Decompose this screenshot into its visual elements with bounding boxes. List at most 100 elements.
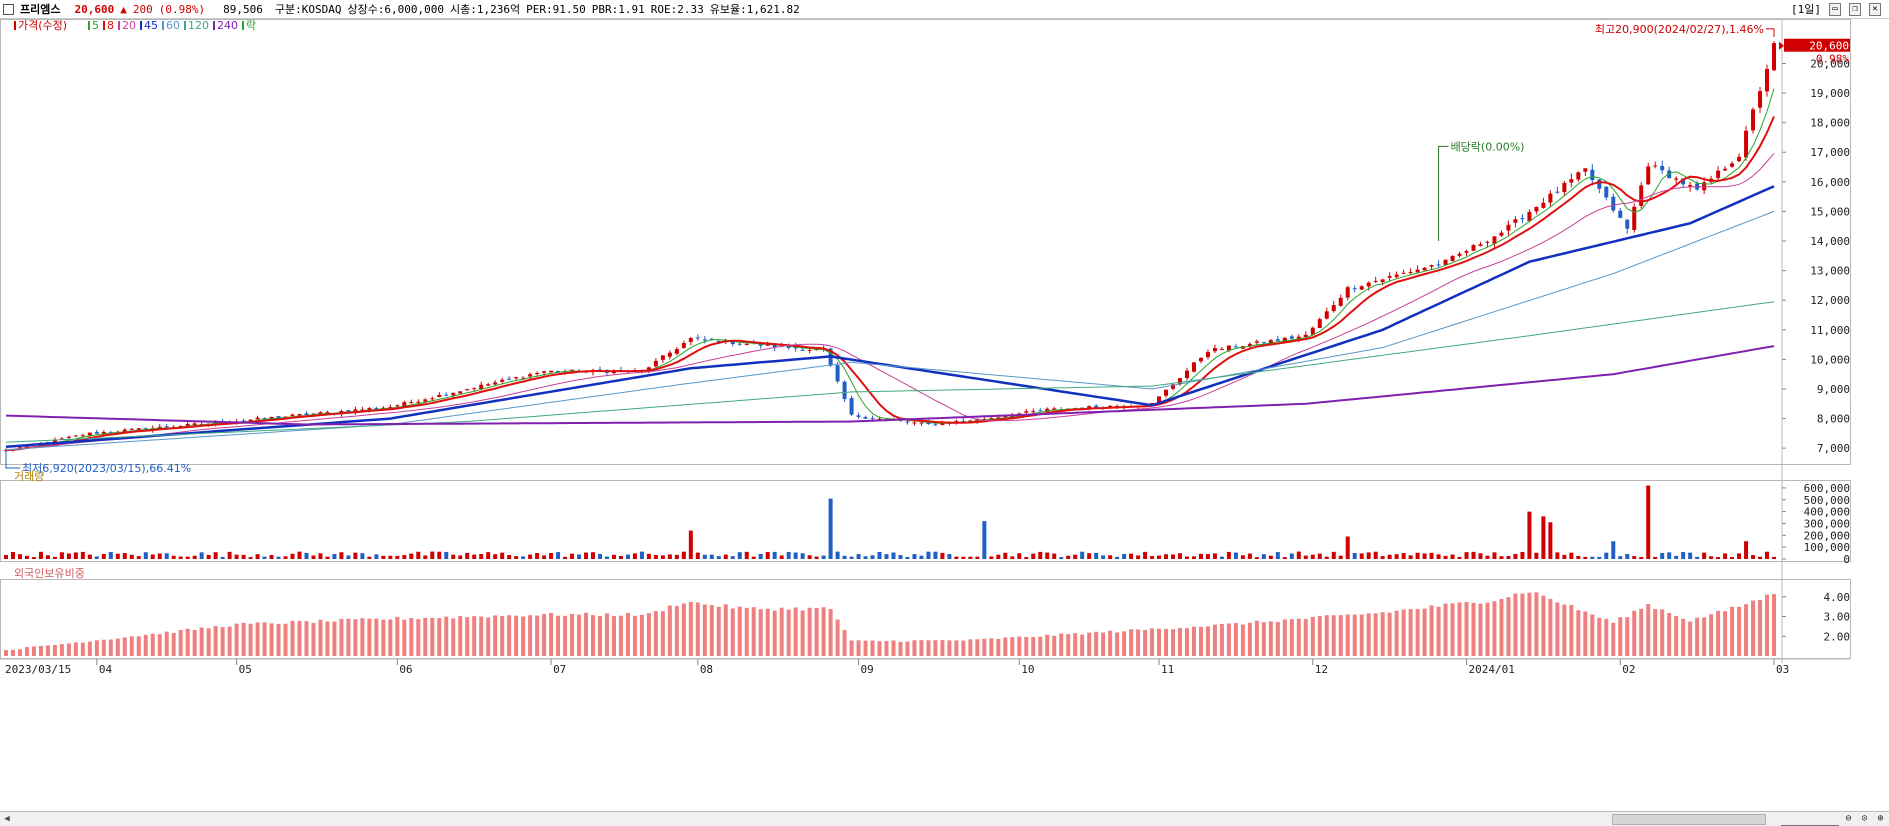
candle-body <box>409 402 414 404</box>
candle-body <box>870 418 875 420</box>
volume-bar <box>975 556 980 559</box>
volume-bar <box>339 552 344 559</box>
volume-bar <box>409 553 414 559</box>
close-icon[interactable]: ✕ <box>1869 2 1881 16</box>
volume-bar <box>688 530 693 559</box>
volume-bar <box>1282 557 1287 559</box>
foreign-bar <box>933 640 938 656</box>
candle-body <box>1569 179 1574 183</box>
volume-bar <box>667 554 672 559</box>
foreign-bar <box>688 601 693 656</box>
foreign-bar <box>1394 610 1399 656</box>
foreign-tick-label: 3.00 <box>1824 611 1851 624</box>
volume-bar <box>793 552 798 559</box>
volume-bar <box>472 554 477 559</box>
volume-axis: 0100,000200,000300,000400,000500,000600,… <box>1782 482 1850 566</box>
foreign-bar <box>87 641 92 656</box>
foreign-bar <box>828 609 833 656</box>
candle-body <box>1184 370 1189 379</box>
candle-body <box>129 428 134 430</box>
candle-body <box>374 408 379 410</box>
scroll-thumb[interactable] <box>1612 814 1766 825</box>
stock-chart[interactable]: 7,000 8,000 9,000 10,000 11,000 12,000 13,000 1… <box>0 19 1889 812</box>
zoom-reset-icon[interactable]: ⊙ <box>1861 813 1868 824</box>
period-selector[interactable]: [1일] <box>1791 3 1821 16</box>
foreign-bar <box>1541 595 1546 656</box>
foreign-bar <box>1604 618 1609 656</box>
foreign-bar <box>1653 609 1658 656</box>
volume-bar <box>1695 556 1700 559</box>
legend-swatch-3 <box>118 21 120 30</box>
volume-bar <box>1178 553 1183 559</box>
foreign-bar <box>1233 623 1238 656</box>
price-tick-label: 14,000 <box>1810 235 1850 248</box>
zoom-in-icon[interactable]: ⊕ <box>1877 813 1884 824</box>
scroll-left-icon[interactable]: ◀ <box>4 814 10 824</box>
zoom-slider-icon[interactable] <box>1781 812 1839 826</box>
candle-body <box>1674 178 1679 180</box>
minimize-icon[interactable]: ▭ <box>1829 2 1841 16</box>
candle-body <box>1541 202 1546 208</box>
legend-label-4: 45 <box>144 19 158 32</box>
candle-body <box>1387 276 1392 278</box>
volume-bar <box>1010 556 1015 559</box>
candle-body <box>1226 345 1231 351</box>
foreign-bar <box>164 631 169 656</box>
volume-bar <box>751 556 756 559</box>
foreign-bar <box>1730 606 1735 656</box>
foreign-bar <box>709 605 714 656</box>
foreign-bar <box>1478 603 1483 656</box>
price-tick-label: 20,000 <box>1810 57 1850 70</box>
candle-body <box>1548 193 1553 203</box>
volume-bar <box>632 553 637 559</box>
restore-icon[interactable]: ❐ <box>1849 2 1861 16</box>
candle-body <box>1380 279 1385 283</box>
legend-swatch-6 <box>184 21 186 30</box>
volume-bar <box>863 556 868 559</box>
foreign-bar <box>213 626 218 656</box>
volume-bar <box>283 556 288 559</box>
volume-bar <box>1660 552 1665 559</box>
volume-bar <box>185 556 190 559</box>
volume-bar <box>115 553 120 559</box>
foreign-bar <box>926 640 931 656</box>
x-tick-label: 07 <box>553 663 566 676</box>
candle-body <box>472 388 477 390</box>
foreign-bar <box>1115 632 1120 656</box>
volume-bar <box>1457 556 1462 559</box>
volume-bar <box>828 498 833 559</box>
market-type: 구분:KOSDAQ <box>274 3 342 16</box>
x-tick-label: 09 <box>861 663 874 676</box>
candle-body <box>996 417 1001 419</box>
foreign-bar <box>402 619 407 656</box>
candle-body <box>241 420 246 422</box>
foreign-bar <box>241 622 246 656</box>
volume-bar <box>150 554 155 559</box>
volume-bar <box>87 554 92 559</box>
volume-bar <box>1513 553 1518 559</box>
legend-label-1: 5 <box>92 19 99 32</box>
price-tick-label: 7,000 <box>1817 442 1850 455</box>
volume-bar <box>842 555 847 559</box>
volume-bar <box>500 552 505 559</box>
legend-label-6: 120 <box>188 19 209 32</box>
foreign-bar <box>618 615 623 656</box>
volume-bar <box>1415 552 1420 559</box>
candle-body <box>1758 91 1763 108</box>
volume-bar <box>1289 553 1294 559</box>
volume-bar <box>604 556 609 559</box>
zoom-out-icon[interactable]: ⊖ <box>1845 813 1852 824</box>
candle-body <box>660 355 665 360</box>
volume-bar <box>332 554 337 559</box>
foreign-bar <box>444 616 449 656</box>
pbr-value: PBR:1.91 <box>591 2 645 16</box>
candle-body <box>1576 172 1581 180</box>
foreign-bar <box>1178 627 1183 656</box>
candle-body <box>849 398 854 415</box>
foreign-bar <box>1184 628 1189 656</box>
volume-bar <box>241 554 246 559</box>
candle-body <box>1094 405 1099 408</box>
scroll-bar[interactable]: ◀ ▶ ⊖ ⊙ ⊕ <box>0 811 1889 826</box>
chart-menu-icon[interactable] <box>3 3 14 15</box>
candle-body <box>1024 411 1029 413</box>
